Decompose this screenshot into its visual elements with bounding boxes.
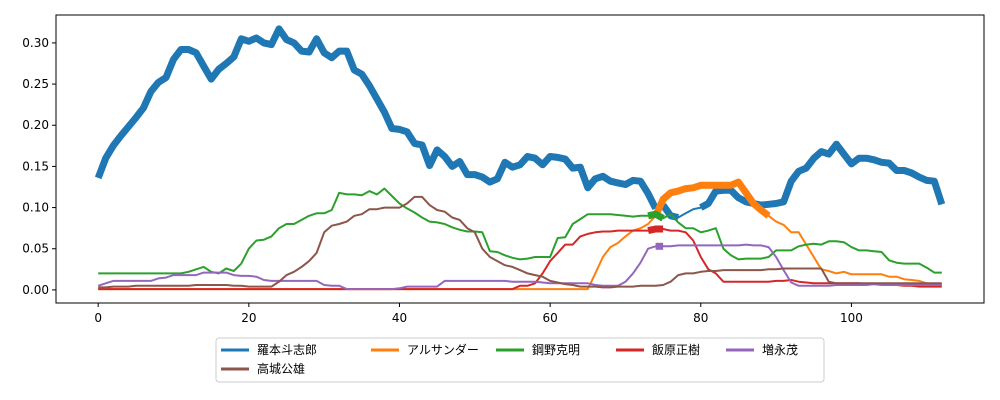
x-tick-label: 80: [693, 311, 708, 325]
series-line: [98, 195, 942, 289]
y-tick-label: 0.25: [22, 77, 49, 91]
series-line-emphasis: [647, 210, 665, 222]
series-group: [98, 195, 942, 289]
legend-item: 羅本斗志郎: [221, 343, 317, 357]
legend-item: アルサンダー: [371, 342, 479, 357]
x-tick-label: 60: [542, 311, 557, 325]
series-line-emphasis: [660, 203, 679, 221]
legend-label: 鋼野克明: [532, 343, 580, 357]
x-axis: 0 20 40 60 80 100: [94, 303, 863, 325]
series-line: [97, 243, 942, 291]
legend-label: 羅本斗志郎: [257, 343, 317, 357]
y-axis: 0.00 0.05 0.10 0.15 0.20 0.25 0.30: [22, 36, 56, 297]
y-tick-label: 0.05: [22, 242, 49, 256]
y-tick-label: 0.10: [22, 201, 49, 215]
legend-item: 高城公雄: [221, 361, 305, 376]
legend-item: 鋼野克明: [496, 343, 580, 357]
y-tick-label: 0.30: [22, 36, 49, 50]
legend-label: 高城公雄: [257, 361, 305, 376]
series-line-emphasis: [647, 225, 664, 235]
y-tick-label: 0.20: [22, 118, 49, 132]
series-group: [94, 25, 946, 221]
y-tick-label: 0.00: [22, 283, 49, 297]
series-line-emphasis: [652, 178, 771, 219]
legend-label: アルサンダー: [407, 342, 479, 357]
series-group: [97, 242, 942, 291]
series-line: [98, 228, 942, 291]
plot-frame: [55, 14, 985, 304]
x-tick-label: 20: [241, 311, 256, 325]
series-line-emphasis: [699, 140, 946, 211]
legend-label: 飯原正樹: [652, 342, 700, 357]
legend-item: 飯原正樹: [616, 342, 700, 357]
x-tick-label: 0: [94, 311, 102, 325]
series-line-emphasis: [94, 25, 659, 210]
legend-label: 増永茂: [762, 343, 798, 357]
plot-lines: [94, 25, 946, 291]
y-tick-label: 0.15: [22, 159, 49, 173]
series-group: [98, 225, 942, 291]
series-line: [98, 187, 942, 275]
x-tick-label: 40: [392, 311, 407, 325]
legend-item: 増永茂: [726, 343, 798, 357]
series-group: [98, 187, 942, 275]
x-tick-label: 100: [840, 311, 863, 325]
legend-frame: [215, 337, 825, 383]
